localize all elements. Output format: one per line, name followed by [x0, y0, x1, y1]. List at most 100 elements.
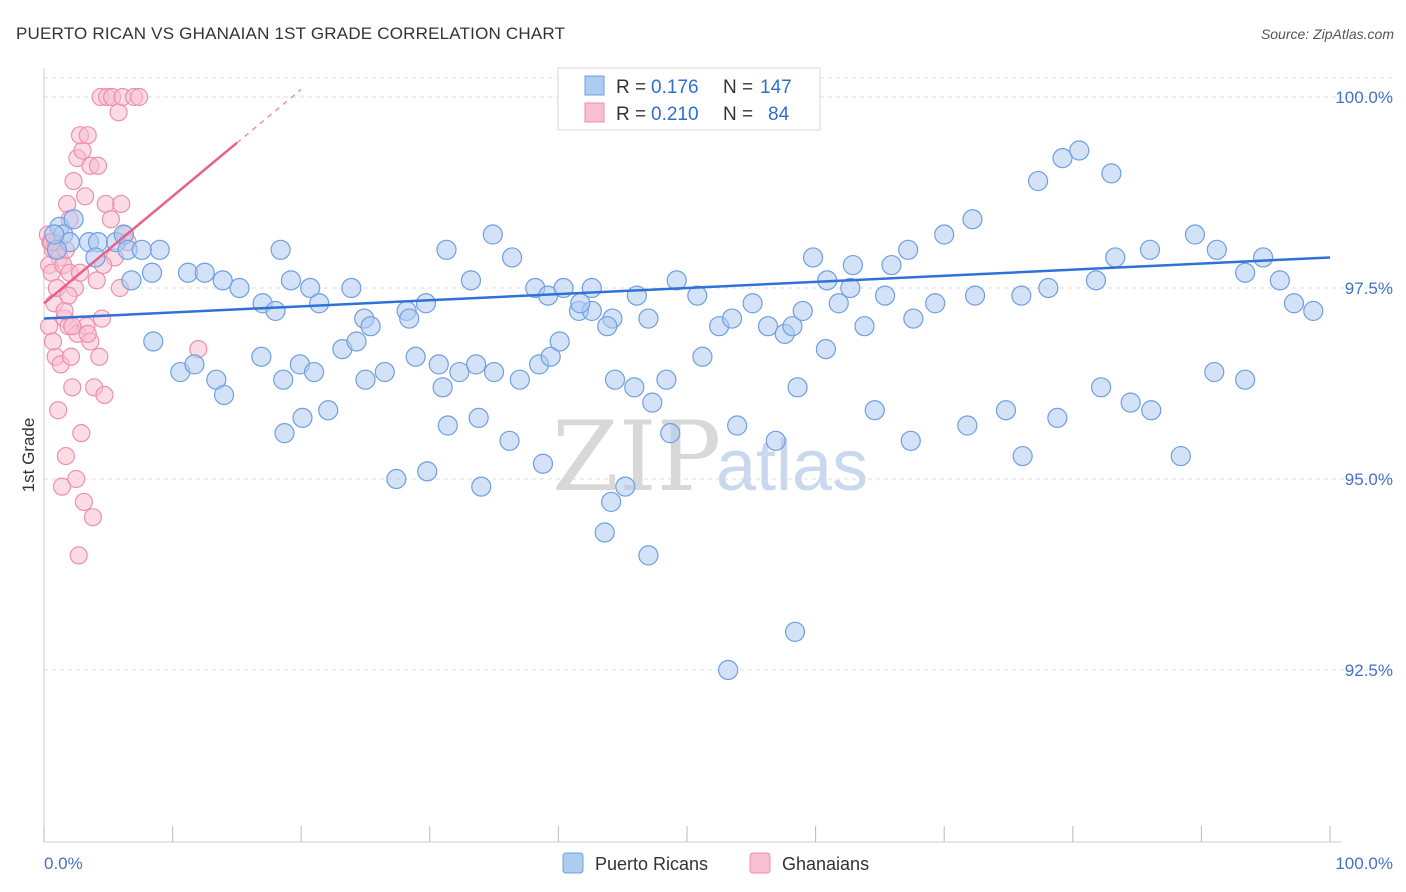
puerto-rican-point-58	[854, 316, 875, 337]
ghanaian-point-34	[64, 171, 83, 191]
puerto-rican-point-25	[309, 293, 330, 314]
puerto-rican-point-79	[213, 384, 235, 406]
puerto-rican-point-83	[303, 361, 325, 383]
bottom-legend: Puerto Ricans Ghanaians	[562, 852, 869, 874]
ghanaians-points	[38, 87, 208, 565]
ghanaian-point-30	[74, 492, 93, 512]
chart-source: Source: ZipAtlas.com	[1261, 26, 1394, 42]
ghanaians-trend-line-extension	[236, 88, 302, 144]
puerto-rican-point-122	[386, 468, 407, 490]
puerto-rican-point-72	[1269, 270, 1290, 291]
y-tick-label-3: 92.5%	[1345, 661, 1393, 680]
puerto-rican-point-81	[273, 369, 294, 390]
puerto-rican-point-117	[1170, 445, 1191, 467]
ghanaian-point-31	[83, 508, 102, 527]
puerto-rican-point-19	[229, 277, 250, 299]
puerto-rican-point-64	[1038, 277, 1059, 299]
puerto-rican-point-98	[549, 331, 570, 352]
puerto-rican-point-31	[415, 293, 437, 314]
puerto-rican-point-136	[802, 247, 824, 268]
ghanaian-point-42	[101, 210, 120, 229]
puerto-rican-point-138	[842, 254, 863, 276]
y-axis-label: 1st Grade	[19, 418, 38, 493]
stats-legend-n-label-blue: N =	[723, 77, 753, 98]
puerto-rican-point-108	[864, 400, 885, 421]
puerto-rican-point-121	[292, 407, 313, 428]
ghanaian-point-18	[92, 309, 111, 328]
ghanaian-point-29	[52, 477, 72, 496]
puerto-rican-point-15	[121, 270, 142, 291]
bottom-legend-label-ghanaians: Ghanaians	[782, 854, 869, 874]
puerto-rican-point-102	[656, 369, 677, 390]
puerto-rican-point-50	[721, 308, 743, 329]
puerto-rican-point-32	[436, 239, 457, 260]
chart-title: PUERTO RICAN VS GHANAIAN 1ST GRADE CORRE…	[16, 24, 565, 43]
puerto-rican-point-128	[660, 423, 681, 444]
puerto-rican-point-46	[638, 308, 659, 329]
ghanaian-point-53	[109, 103, 128, 122]
puerto-rican-point-125	[468, 407, 489, 428]
puerto-rican-point-116	[1141, 400, 1162, 421]
puerto-rican-point-65	[1085, 270, 1107, 291]
puerto-rican-point-113	[1047, 407, 1068, 428]
ghanaian-point-69	[59, 286, 78, 305]
puerto-rican-point-74	[1303, 300, 1324, 322]
puerto-rican-point-75	[143, 331, 164, 352]
puerto-rican-point-90	[428, 354, 449, 375]
ghanaian-point-56	[130, 87, 149, 107]
puerto-rican-point-14	[131, 239, 152, 260]
puerto-rican-point-35	[502, 247, 523, 268]
puerto-rican-point-119	[1235, 369, 1256, 390]
puerto-rican-point-129	[594, 522, 615, 543]
puerto-rican-point-88	[374, 361, 395, 383]
puerto-rican-point-63	[1011, 285, 1032, 306]
ghanaian-point-68	[43, 332, 63, 351]
puerto-rican-point-101	[642, 392, 663, 413]
ghanaian-point-36	[73, 141, 92, 160]
puerto-rican-point-140	[898, 239, 919, 260]
puerto-rican-point-144	[1052, 148, 1073, 169]
puerto-rican-point-60	[903, 308, 924, 329]
bottom-legend-label-puerto-ricans: Puerto Ricans	[595, 854, 708, 874]
puerto-rican-point-56	[828, 293, 849, 314]
puerto-rican-point-12	[149, 239, 170, 260]
puerto-rican-point-106	[787, 377, 808, 398]
puerto-rican-point-126	[499, 430, 520, 451]
puerto-rican-point-54	[782, 316, 803, 337]
ghanaian-point-67	[40, 317, 59, 336]
stats-legend: R = 0.176 N = 147 R = 0.210 N = 84	[557, 67, 821, 131]
ghanaian-point-64	[78, 324, 97, 343]
stats-legend-swatch-pink	[584, 102, 605, 123]
puerto-rican-point-51	[742, 293, 763, 314]
ghanaian-point-25	[49, 401, 68, 420]
ghanaian-point-24	[95, 385, 114, 405]
ghanaian-point-49	[87, 271, 106, 290]
ghanaian-point-38	[78, 126, 97, 145]
puerto-rican-point-89	[405, 346, 426, 367]
puerto-rican-point-97	[540, 346, 561, 367]
y-tick-label-2: 95.0%	[1345, 470, 1393, 489]
puerto-rican-point-59	[874, 285, 896, 306]
puerto-rican-point-47	[666, 270, 687, 291]
puerto-rican-point-107	[815, 339, 836, 360]
ghanaian-point-65	[90, 347, 109, 366]
puerto-rican-point-114	[1090, 377, 1112, 398]
puerto-rican-point-84	[318, 400, 339, 421]
puerto-rican-point-17	[194, 262, 215, 283]
ghanaian-point-32	[69, 546, 88, 565]
puerto-rican-point-28	[360, 316, 381, 337]
puerto-rican-point-18	[212, 270, 233, 291]
puerto-rican-point-30	[399, 308, 420, 329]
ghanaian-point-43	[112, 194, 131, 214]
puerto-rican-point-143	[1027, 170, 1049, 192]
puerto-rican-point-61	[925, 293, 946, 314]
puerto-rican-point-92	[449, 361, 470, 383]
puerto-rican-point-141	[934, 224, 955, 245]
puerto-rican-point-69	[1206, 239, 1227, 260]
puerto-rican-point-86	[346, 331, 367, 352]
puerto-rican-point-94	[484, 361, 505, 383]
y-axis-tick-labels: 100.0% 97.5% 95.0% 92.5%	[1335, 88, 1393, 680]
ghanaian-point-57	[76, 187, 95, 206]
ghanaian-point-21	[61, 347, 81, 366]
